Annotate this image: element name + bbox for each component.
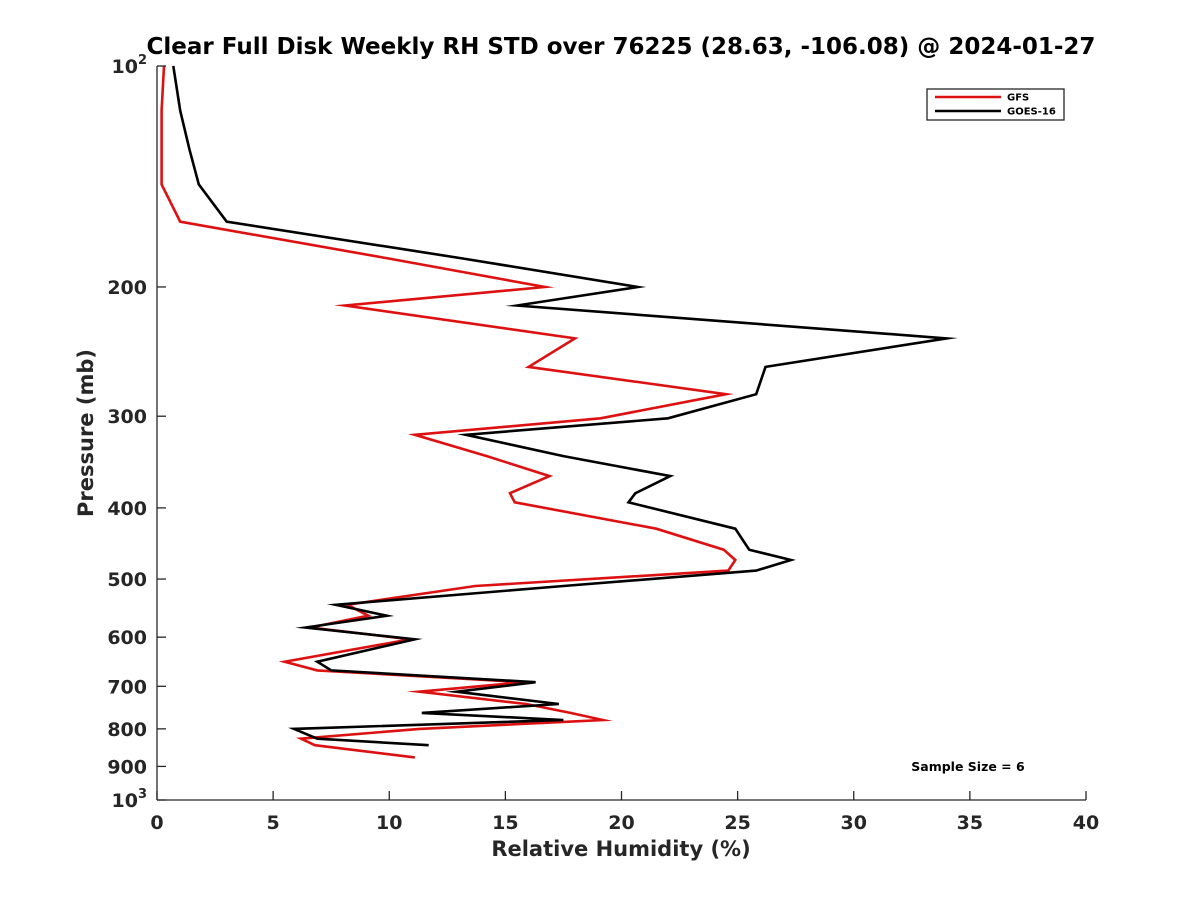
x-tick-label: 15 xyxy=(492,812,518,834)
y-tick-label: 800 xyxy=(107,719,147,741)
y-tick-label: 600 xyxy=(107,627,147,649)
y-tick-label-base: 400 xyxy=(107,498,147,520)
x-axis-label: Relative Humidity (%) xyxy=(491,837,750,861)
x-tick-label: 5 xyxy=(267,812,280,834)
legend-label-goes-16: GOES-16 xyxy=(1007,107,1056,118)
y-tick-label-exponent: 2 xyxy=(138,53,147,68)
series-line-gfs xyxy=(160,65,738,759)
y-tick-label-base: 700 xyxy=(107,676,147,698)
legend-box xyxy=(926,88,1065,121)
sample-size-annotation: Sample Size = 6 xyxy=(911,759,1025,774)
y-tick-label-base: 300 xyxy=(107,406,147,428)
y-tick-label-exponent: 3 xyxy=(138,787,147,802)
y-tick-label-base: 500 xyxy=(107,569,147,591)
y-tick-label: 300 xyxy=(107,406,147,428)
y-tick-label: 103 xyxy=(112,787,148,812)
y-tick-label-base: 10 xyxy=(112,56,138,78)
y-tick-label-base: 800 xyxy=(107,719,147,741)
x-tick-label: 10 xyxy=(376,812,402,834)
x-tick-label: 25 xyxy=(724,812,750,834)
y-tick-label: 500 xyxy=(107,569,147,591)
y-tick-label: 200 xyxy=(107,277,147,299)
y-tick-label-base: 10 xyxy=(112,790,138,812)
y-tick-label-base: 600 xyxy=(107,627,147,649)
y-tick-label-base: 900 xyxy=(107,756,147,778)
series-layer xyxy=(160,65,958,759)
legend-label-gfs: GFS xyxy=(1007,93,1029,104)
legend: GFS GOES-16 xyxy=(926,88,1065,121)
x-tick-label: 0 xyxy=(150,812,163,834)
y-tick-label-base: 200 xyxy=(107,277,147,299)
y-tick-label: 900 xyxy=(107,756,147,778)
series-line-goes-16 xyxy=(172,65,958,747)
x-ticks: 0 5 10 15 20 25 30 35 40 xyxy=(150,791,1099,834)
y-tick-label: 700 xyxy=(107,676,147,698)
x-tick-label: 20 xyxy=(608,812,634,834)
chart-title: Clear Full Disk Weekly RH STD over 76225… xyxy=(147,34,1096,60)
x-tick-label: 40 xyxy=(1073,812,1099,834)
x-tick-label: 35 xyxy=(957,812,983,834)
y-axis-label: Pressure (mb) xyxy=(74,349,98,517)
y-tick-label: 400 xyxy=(107,498,147,520)
x-tick-label: 30 xyxy=(841,812,867,834)
y-tick-label: 102 xyxy=(112,53,148,78)
